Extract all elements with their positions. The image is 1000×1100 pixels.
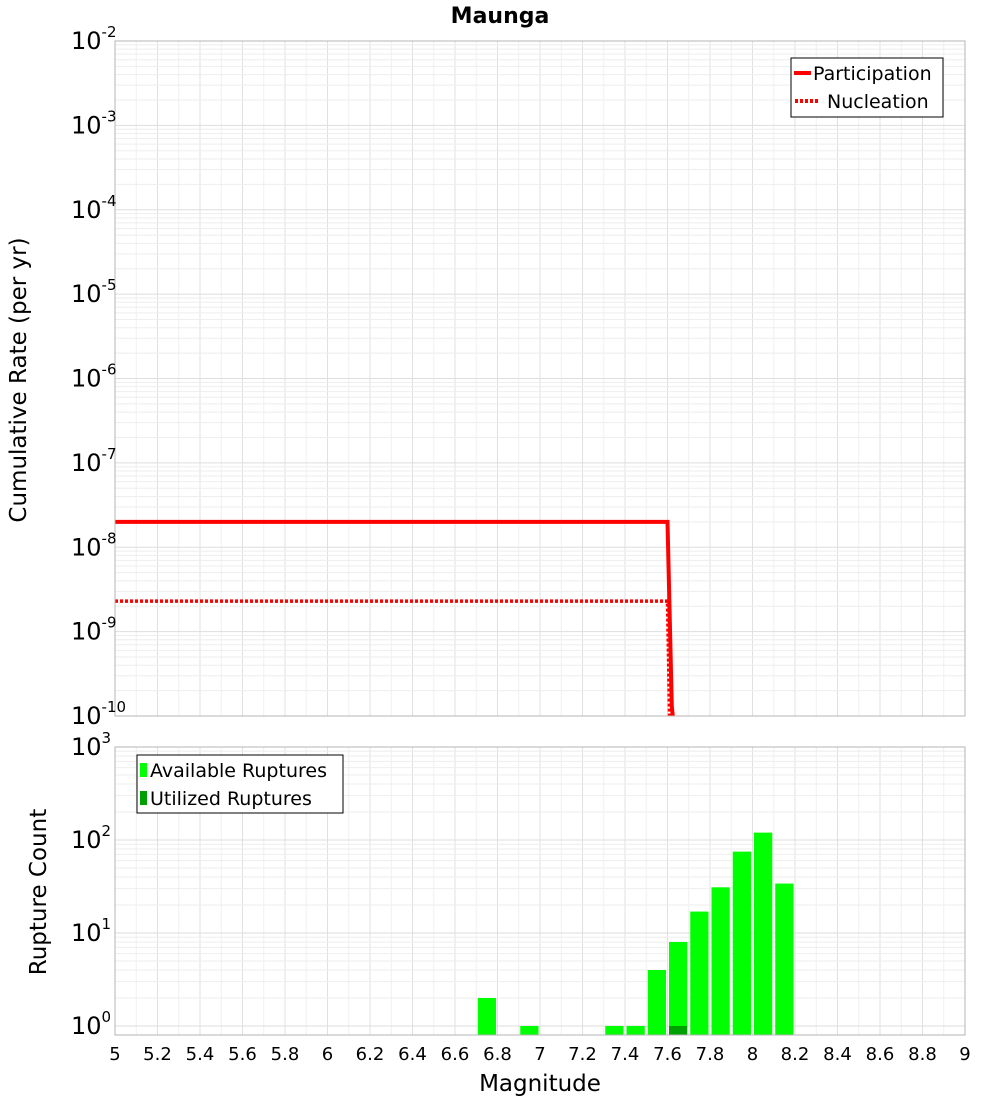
available-ruptures-bar (690, 911, 709, 1035)
count-bars (477, 832, 794, 1035)
x-tick-label: 7 (534, 1044, 545, 1065)
rate-legend-box (790, 57, 944, 118)
rate-y-axis-label: Cumulative Rate (per yr) (6, 237, 32, 522)
available-ruptures-bar (605, 1025, 624, 1035)
available-ruptures-bar (669, 942, 688, 1035)
utilized-legend-label: Utilized Ruptures (150, 788, 312, 810)
x-tick-label: 6.2 (356, 1044, 385, 1065)
x-tick-label: 6 (322, 1044, 333, 1065)
available-ruptures-bar (775, 883, 794, 1035)
rate-y-tick-label: 10-2 (71, 23, 117, 55)
x-tick-label: 5.8 (271, 1044, 300, 1065)
rate-legend: Participation Nucleation (790, 57, 944, 118)
x-tick-label: 6.6 (441, 1044, 470, 1065)
x-tick-label: 7.2 (568, 1044, 597, 1065)
count-legend-box (136, 754, 344, 814)
count-y-tick-label: 100 (71, 1008, 111, 1040)
x-tick-label: 7.4 (611, 1044, 640, 1065)
x-axis-label: Magnitude (479, 1071, 601, 1097)
count-y-tick-label: 101 (71, 915, 111, 947)
count-y-tick-label: 102 (71, 822, 111, 854)
x-tick-label: 7.8 (696, 1044, 725, 1065)
rate-y-tick-label: 10-7 (71, 445, 117, 477)
available-ruptures-bar (477, 997, 496, 1035)
count-legend: Available Ruptures Utilized Ruptures (136, 754, 344, 814)
count-plot-frame (114, 746, 966, 1036)
x-tick-label: 8 (747, 1044, 758, 1065)
x-tick-label: 9 (959, 1044, 970, 1065)
rate-grid (115, 41, 965, 717)
rate-y-tick-label: 10-5 (71, 276, 117, 308)
available-ruptures-bar (711, 887, 730, 1035)
count-panel: 100 101 102 103 5 5.2 5.4 5.6 5.8 6 6.2 6.4 6.6 6.8 7… (26, 729, 971, 1097)
available-ruptures-bar (520, 1025, 539, 1035)
rate-plot-frame (114, 40, 966, 717)
utilized-legend-swatch (140, 791, 147, 805)
x-tick-label: 8.8 (908, 1044, 937, 1065)
rate-y-tick-label: 10-4 (71, 192, 117, 224)
x-tick-label: 5.4 (186, 1044, 215, 1065)
rate-series (115, 519, 675, 717)
utilized-ruptures-bar (669, 1025, 688, 1035)
rate-y-tick-label: 10-9 (71, 614, 117, 646)
available-legend-swatch (140, 763, 147, 777)
x-tick-label: 8.6 (866, 1044, 895, 1065)
x-tick-label: 5.2 (143, 1044, 172, 1065)
x-tick-label: 6.4 (398, 1044, 427, 1065)
participation-legend-label: Participation (813, 63, 932, 85)
x-tick-label: 6.8 (483, 1044, 512, 1065)
available-legend-label: Available Ruptures (150, 760, 327, 782)
chart-title: Maunga (451, 4, 550, 29)
rate-y-tick-label: 10-8 (71, 529, 117, 561)
participation-line (115, 519, 675, 717)
nucleation-line (115, 599, 672, 717)
nucleation-legend-label: Nucleation (827, 91, 929, 113)
rate-y-tick-label: 10-6 (71, 361, 117, 393)
count-grid (115, 747, 965, 1035)
rate-panel: 10-2 10-3 10-4 10-5 10-6 10-7 10-8 10-9 10-10 Cu… (6, 23, 966, 730)
count-y-axis-label: Rupture Count (26, 809, 52, 975)
x-tick-labels: 5 5.2 5.4 5.6 5.8 6 6.2 6.4 6.6 6.8 7 7.2 7.4 7.6 7.8 8… (109, 1044, 970, 1065)
available-ruptures-bar (732, 851, 751, 1035)
available-ruptures-bar (647, 969, 666, 1035)
count-y-ticks: 100 101 102 103 (71, 729, 111, 1040)
rate-y-tick-label: 10-10 (71, 698, 126, 730)
x-tick-label: 8.2 (781, 1044, 810, 1065)
x-tick-label: 7.6 (653, 1044, 682, 1065)
available-ruptures-bar (626, 1025, 645, 1035)
count-y-tick-label: 103 (71, 729, 111, 761)
available-ruptures-bar (754, 832, 773, 1035)
x-tick-label: 8.4 (823, 1044, 852, 1065)
x-tick-label: 5 (109, 1044, 120, 1065)
rate-y-tick-label: 10-3 (71, 107, 117, 139)
x-tick-label: 5.6 (228, 1044, 257, 1065)
